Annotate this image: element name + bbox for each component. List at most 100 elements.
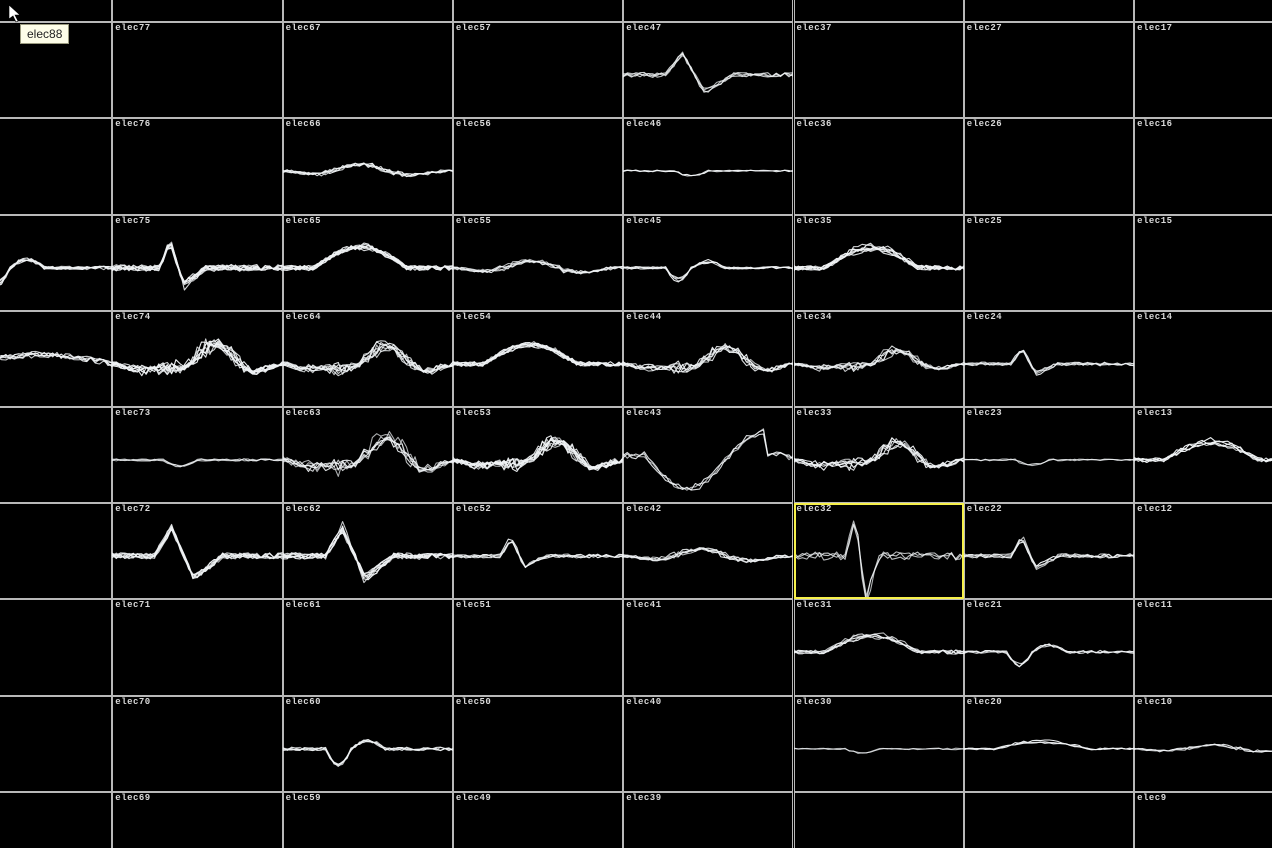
electrode-cell-67[interactable]: elec67 — [283, 22, 453, 118]
electrode-cell-57[interactable]: elec57 — [453, 22, 623, 118]
electrode-cell-25[interactable]: elec25 — [964, 215, 1134, 311]
electrode-cell-64[interactable]: elec64 — [283, 311, 453, 407]
cell-border — [283, 22, 453, 118]
electrode-cell-14[interactable]: elec14 — [1134, 311, 1272, 407]
electrode-cell-52[interactable]: elec52 — [453, 503, 623, 599]
electrode-cell-33[interactable]: elec33 — [794, 407, 964, 503]
electrode-cell-43[interactable]: elec43 — [623, 407, 793, 503]
electrode-cell-13[interactable]: elec13 — [1134, 407, 1272, 503]
electrode-cell-47[interactable]: elec47 — [623, 22, 793, 118]
electrode-cell-10[interactable]: elec10 — [1134, 696, 1272, 792]
waveform-trace — [453, 539, 623, 567]
electrode-cell-68[interactable] — [283, 0, 453, 22]
electrode-cell-65[interactable]: elec65 — [283, 215, 453, 311]
cell-border — [112, 22, 282, 118]
cell-border — [964, 0, 1134, 22]
electrode-cell-78[interactable] — [112, 0, 282, 22]
electrode-cell-63[interactable]: elec63 — [283, 407, 453, 503]
electrode-cell-38[interactable] — [794, 0, 964, 22]
waveform-plot — [794, 407, 964, 503]
electrode-cell-72[interactable]: elec72 — [112, 503, 282, 599]
electrode-cell-69[interactable]: elec69 — [112, 792, 282, 848]
electrode-cell-81[interactable] — [0, 599, 112, 695]
electrode-cell-24[interactable]: elec24 — [964, 311, 1134, 407]
electrode-cell-35[interactable]: elec35 — [794, 215, 964, 311]
electrode-cell-66[interactable]: elec66 — [283, 118, 453, 214]
electrode-cell-84[interactable] — [0, 311, 112, 407]
electrode-cell-9[interactable]: elec9 — [1134, 792, 1272, 848]
electrode-cell-40[interactable]: elec40 — [623, 696, 793, 792]
electrode-cell-16[interactable]: elec16 — [1134, 118, 1272, 214]
electrode-cell-50[interactable]: elec50 — [453, 696, 623, 792]
electrode-label: elec39 — [626, 793, 661, 803]
electrode-cell-59[interactable]: elec59 — [283, 792, 453, 848]
waveform-trace — [283, 522, 453, 583]
electrode-cell-44[interactable]: elec44 — [623, 311, 793, 407]
cell-border — [0, 407, 112, 503]
cell-border — [453, 118, 623, 214]
electrode-cell-42[interactable]: elec42 — [623, 503, 793, 599]
electrode-label: elec36 — [797, 119, 832, 129]
waveform-plot — [794, 503, 964, 599]
electrode-cell-62[interactable]: elec62 — [283, 503, 453, 599]
electrode-cell-11[interactable]: elec11 — [1134, 599, 1272, 695]
waveform-trace — [0, 260, 112, 285]
electrode-cell-22[interactable]: elec22 — [964, 503, 1134, 599]
electrode-cell-86[interactable] — [0, 118, 112, 214]
electrode-cell-51[interactable]: elec51 — [453, 599, 623, 695]
electrode-cell-15[interactable]: elec15 — [1134, 215, 1272, 311]
waveform-trace — [964, 645, 1134, 667]
electrode-cell-83[interactable] — [0, 407, 112, 503]
electrode-cell-46[interactable]: elec46 — [623, 118, 793, 214]
electrode-cell-73[interactable]: elec73 — [112, 407, 282, 503]
electrode-cell-39[interactable]: elec39 — [623, 792, 793, 848]
electrode-cell-17[interactable]: elec17 — [1134, 22, 1272, 118]
electrode-grid[interactable]: elec77elec67elec57elec47elec37elec27elec… — [0, 0, 1272, 848]
electrode-cell-85[interactable] — [0, 215, 112, 311]
electrode-cell-32[interactable]: elec32 — [794, 503, 964, 599]
electrode-cell-45[interactable]: elec45 — [623, 215, 793, 311]
electrode-cell-87[interactable] — [0, 22, 112, 118]
waveform-plot — [283, 503, 453, 599]
electrode-cell-29[interactable] — [794, 792, 964, 848]
electrode-cell-48[interactable] — [623, 0, 793, 22]
electrode-cell-60[interactable]: elec60 — [283, 696, 453, 792]
electrode-cell-23[interactable]: elec23 — [964, 407, 1134, 503]
electrode-cell-76[interactable]: elec76 — [112, 118, 282, 214]
electrode-cell-28[interactable] — [964, 0, 1134, 22]
electrode-cell-49[interactable]: elec49 — [453, 792, 623, 848]
electrode-cell-21[interactable]: elec21 — [964, 599, 1134, 695]
electrode-cell-30[interactable]: elec30 — [794, 696, 964, 792]
electrode-cell-31[interactable]: elec31 — [794, 599, 964, 695]
electrode-cell-88[interactable] — [0, 0, 112, 22]
electrode-cell-61[interactable]: elec61 — [283, 599, 453, 695]
electrode-cell-55[interactable]: elec55 — [453, 215, 623, 311]
electrode-cell-41[interactable]: elec41 — [623, 599, 793, 695]
electrode-cell-58[interactable] — [453, 0, 623, 22]
electrode-cell-74[interactable]: elec74 — [112, 311, 282, 407]
electrode-cell-19[interactable] — [964, 792, 1134, 848]
electrode-cell-12[interactable]: elec12 — [1134, 503, 1272, 599]
electrode-cell-34[interactable]: elec34 — [794, 311, 964, 407]
electrode-cell-82[interactable] — [0, 503, 112, 599]
electrode-cell-27[interactable]: elec27 — [964, 22, 1134, 118]
electrode-cell-36[interactable]: elec36 — [794, 118, 964, 214]
electrode-cell-26[interactable]: elec26 — [964, 118, 1134, 214]
electrode-cell-79[interactable] — [0, 792, 112, 848]
electrode-cell-20[interactable]: elec20 — [964, 696, 1134, 792]
electrode-cell-56[interactable]: elec56 — [453, 118, 623, 214]
electrode-cell-77[interactable]: elec77 — [112, 22, 282, 118]
electrode-cell-37[interactable]: elec37 — [794, 22, 964, 118]
electrode-cell-80[interactable] — [0, 696, 112, 792]
waveform-plot — [1134, 0, 1272, 22]
electrode-cell-53[interactable]: elec53 — [453, 407, 623, 503]
electrode-cell-70[interactable]: elec70 — [112, 696, 282, 792]
electrode-cell-75[interactable]: elec75 — [112, 215, 282, 311]
cell-border — [964, 22, 1134, 118]
electrode-label: elec67 — [286, 23, 321, 33]
electrode-label: elec40 — [626, 697, 661, 707]
cell-border — [1134, 503, 1272, 599]
electrode-cell-71[interactable]: elec71 — [112, 599, 282, 695]
electrode-cell-18[interactable] — [1134, 0, 1272, 22]
electrode-cell-54[interactable]: elec54 — [453, 311, 623, 407]
